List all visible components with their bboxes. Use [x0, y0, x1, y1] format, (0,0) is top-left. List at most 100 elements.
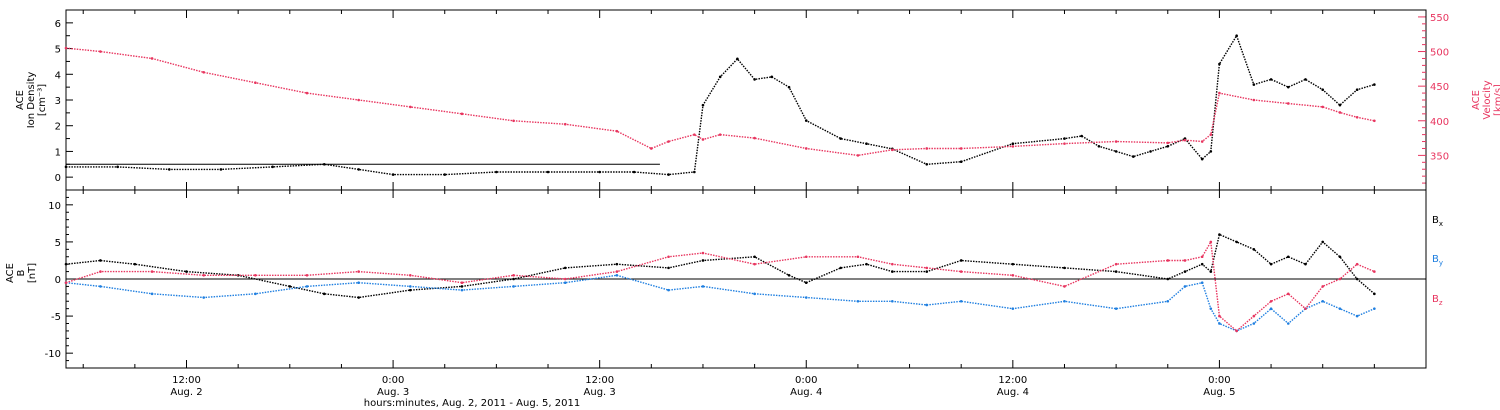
- bz-series-point: [99, 270, 102, 273]
- by-series-point: [1252, 322, 1256, 325]
- velocity-series-point: [650, 147, 653, 150]
- bx-series-point: [865, 262, 868, 266]
- by-series-point: [1269, 307, 1273, 310]
- by-series-point: [1218, 322, 1221, 325]
- density-series-point: [736, 57, 739, 61]
- bz-series-point: [357, 270, 360, 273]
- density-tick-label: 5: [55, 45, 61, 56]
- bx-series-point: [1373, 292, 1376, 296]
- bz-series-point: [1252, 314, 1256, 318]
- by-series-point: [891, 299, 894, 303]
- bx-series-point: [99, 259, 102, 262]
- legend-bx-subscript: x: [1439, 220, 1443, 228]
- velocity-series-point: [891, 148, 894, 152]
- x-tick-time-label: 0:00: [1208, 375, 1230, 386]
- velocity-series-point: [615, 129, 619, 133]
- bx-series-point: [1338, 255, 1342, 259]
- velocity-series-point: [925, 147, 929, 150]
- density-series-point: [322, 162, 326, 166]
- bz-series-point: [64, 281, 68, 285]
- density-series-point: [1373, 83, 1376, 86]
- bz-series-point: [254, 273, 257, 277]
- density-series-point: [598, 170, 601, 174]
- by-series-point: [1286, 322, 1290, 325]
- bz-series-point: [512, 273, 515, 277]
- density-series-point: [959, 160, 963, 164]
- bx-series-point: [839, 266, 842, 270]
- field-axis-title-line: ACE: [5, 263, 16, 283]
- velocity-series-point: [753, 136, 756, 140]
- x-tick-date-label: Aug. 2: [170, 387, 202, 398]
- bx-series-point: [64, 262, 68, 266]
- x-tick-time-label: 0:00: [382, 375, 404, 386]
- bx-series-point: [1218, 233, 1221, 236]
- by-series-point: [563, 281, 567, 285]
- by-series-point: [1355, 314, 1359, 318]
- density-series-point: [1252, 83, 1256, 86]
- by-series-point: [753, 292, 756, 296]
- bz-series-point: [1114, 262, 1118, 266]
- x-tick-date-label: Aug. 3: [584, 387, 616, 398]
- bx-series-point: [1011, 262, 1015, 266]
- velocity-series-point: [718, 133, 722, 136]
- density-series-point: [1166, 144, 1170, 148]
- density-series-point: [1200, 157, 1204, 161]
- bx-series-point: [185, 270, 188, 273]
- bz-series-point: [701, 251, 705, 255]
- bx-series-point: [460, 285, 464, 288]
- density-tick-label: 4: [55, 70, 61, 81]
- velocity-series-point: [1209, 133, 1213, 136]
- top-panel-frame: [65, 9, 1427, 191]
- density-series-point: [1132, 155, 1135, 158]
- density-tick-label: 1: [55, 147, 61, 158]
- velocity-series-point: [64, 46, 68, 50]
- bx-series-point: [1209, 270, 1213, 273]
- bz-series-point: [202, 273, 206, 277]
- density-series-point: [1321, 88, 1325, 92]
- velocity-series-point: [1183, 138, 1187, 142]
- velocity-series-point: [1338, 111, 1342, 114]
- velocity-series-point: [959, 147, 963, 150]
- bz-series-point: [1304, 307, 1307, 310]
- by-series-point: [1011, 307, 1015, 310]
- bx-series-point: [1235, 240, 1238, 244]
- velocity-tick-label: 550: [1430, 13, 1449, 24]
- density-series-point: [925, 162, 929, 166]
- legend-by-base: B: [1432, 254, 1439, 265]
- velocity-series-point: [357, 98, 360, 102]
- velocity-series-point: [1200, 140, 1204, 143]
- by-series-point: [202, 296, 206, 299]
- bz-series-point: [460, 281, 464, 285]
- field-axis-title-line: B: [16, 269, 27, 276]
- bx-series-point: [409, 288, 412, 292]
- by-series-point: [1200, 281, 1204, 285]
- velocity-series-point: [804, 147, 808, 150]
- density-tick-label: 6: [55, 19, 61, 30]
- x-tick-time-label: 12:00: [585, 375, 614, 386]
- velocity-series-point: [701, 138, 705, 141]
- velocity-series-point: [1321, 105, 1325, 109]
- density-axis-title-line: ACE: [15, 90, 26, 110]
- density-series-point: [753, 78, 756, 81]
- bz-series-point: [1338, 277, 1342, 281]
- field-tick-label: 5: [55, 238, 61, 249]
- by-series-point: [667, 288, 670, 292]
- velocity-series-point: [1063, 142, 1066, 145]
- density-series-point: [1235, 34, 1238, 38]
- x-tick-time-label: 0:00: [795, 375, 817, 386]
- bx-series-point: [753, 255, 756, 259]
- x-tick-time-label: 12:00: [172, 375, 201, 386]
- bx-series-point: [1114, 270, 1118, 273]
- bz-series-point: [1355, 262, 1359, 266]
- velocity-series-point: [856, 154, 860, 157]
- density-series-point: [1080, 134, 1083, 138]
- velocity-series-point: [99, 50, 102, 53]
- velocity-series-point: [202, 71, 206, 74]
- density-series-point: [1114, 150, 1118, 153]
- bz-series-point: [563, 277, 567, 281]
- density-series-point: [1097, 144, 1101, 148]
- bx-series-point: [1355, 277, 1359, 281]
- velocity-tick-label: 350: [1430, 151, 1449, 162]
